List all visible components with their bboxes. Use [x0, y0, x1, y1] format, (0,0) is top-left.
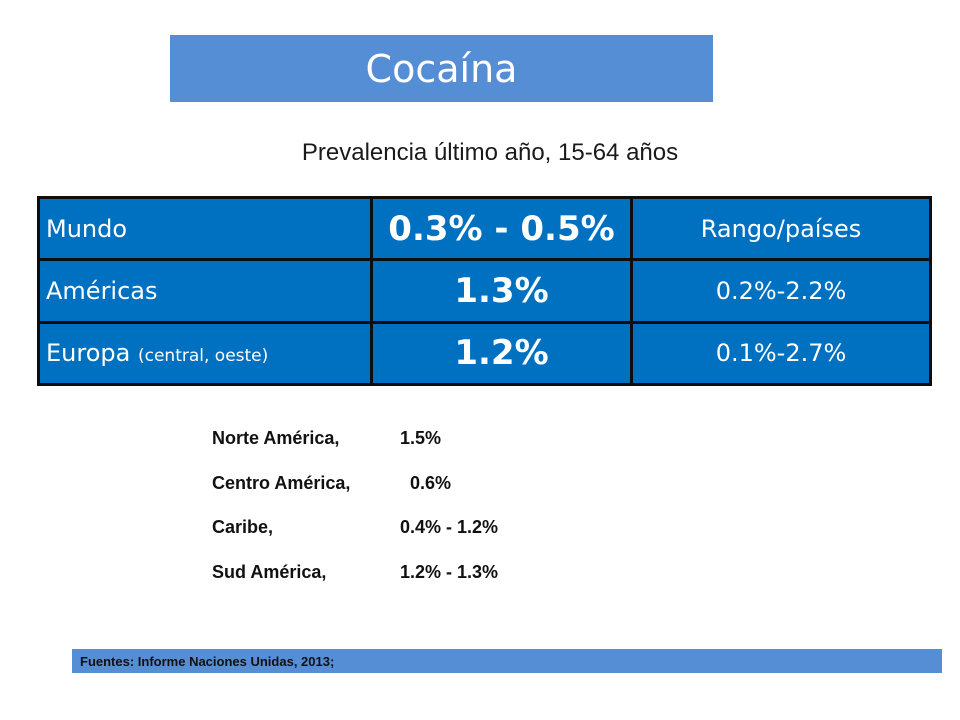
region-name: Américas [46, 276, 158, 305]
subregion-name: Sud América, [212, 561, 327, 582]
prevalence-value: 0.3% - 0.5% [370, 195, 633, 262]
table-row: Europa (central, oeste) 1.2% 0.1%-2.7% [37, 320, 932, 387]
source-footer: Fuentes: Informe Naciones Unidas, 2013; [72, 649, 942, 673]
range-cell: Rango/países [630, 195, 932, 262]
prevalence-value: 1.2% [370, 320, 633, 387]
slide-title: Cocaína [170, 35, 713, 102]
region-name: Europa [46, 339, 131, 368]
region-name: Mundo [46, 214, 128, 243]
prevalence-table: Mundo 0.3% - 0.5% Rango/países Américas … [37, 195, 932, 387]
subregion-value: 1.2% - 1.3% [400, 561, 499, 582]
subregion-name: Caribe, [212, 517, 274, 537]
subregion-value: 0.6% [400, 472, 452, 493]
subregion-value: 0.4% - 1.2% [400, 517, 499, 537]
table-row: Mundo 0.3% - 0.5% Rango/países [37, 195, 932, 262]
slide-title-text: Cocaína [365, 46, 518, 91]
slide-subtitle: Prevalencia último año, 15-64 años [301, 139, 679, 166]
region-cell: Europa (central, oeste) [37, 320, 373, 387]
table-row: Américas 1.3% 0.2%-2.2% [37, 258, 932, 324]
subregion-name: Centro América, [212, 472, 351, 493]
region-qualifier: (central, oeste) [137, 346, 269, 367]
subregion-name: Norte América, [212, 428, 340, 448]
subregion-value: 1.5% [400, 428, 442, 448]
source-text: Fuentes: Informe Naciones Unidas, 2013; [80, 653, 335, 669]
region-cell: Mundo [37, 195, 373, 262]
range-cell: 0.2%-2.2% [630, 258, 932, 324]
region-cell: Américas [37, 258, 373, 324]
range-cell: 0.1%-2.7% [630, 320, 932, 387]
prevalence-value: 1.3% [370, 258, 633, 324]
